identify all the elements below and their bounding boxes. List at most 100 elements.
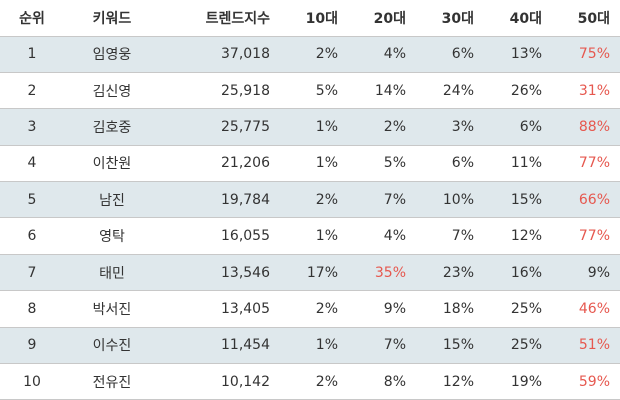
keyword-cell: 전유진: [92, 374, 132, 391]
table-row: 5 남진 19,784 2% 7% 10% 15% 66%: [0, 181, 620, 218]
age-30s-cell: 18%: [442, 300, 474, 317]
header-age-10s: 10대: [305, 10, 338, 27]
age-50s-cell: 59%: [578, 373, 610, 390]
trend-index-cell: 25,918: [221, 82, 270, 99]
trend-index-cell: 16,055: [221, 228, 270, 245]
age-30s-cell: 7%: [451, 228, 474, 245]
age-40s-cell: 26%: [510, 82, 542, 99]
rank-cell: 2: [27, 82, 37, 99]
age-50s-cell: 46%: [578, 300, 610, 317]
rank-cell: 10: [23, 373, 41, 390]
age-30s-cell: 6%: [451, 46, 474, 63]
keyword-cell: 이수진: [92, 338, 132, 355]
age-40s-cell: 6%: [519, 118, 542, 135]
age-50s-cell: 9%: [587, 264, 610, 281]
age-10s-cell: 1%: [315, 228, 338, 245]
age-20s-cell: 8%: [383, 373, 406, 390]
age-40s-cell: 11%: [510, 155, 542, 172]
age-40s-cell: 16%: [510, 264, 542, 281]
age-50s-cell: 75%: [578, 46, 610, 63]
table-row: 3 김호중 25,775 1% 2% 3% 6% 88%: [0, 108, 620, 146]
age-10s-cell: 2%: [315, 46, 338, 63]
age-30s-cell: 6%: [451, 155, 474, 172]
age-30s-cell: 24%: [442, 82, 474, 99]
age-10s-cell: 5%: [315, 82, 338, 99]
table-row: 9 이수진 11,454 1% 7% 15% 25% 51%: [0, 327, 620, 364]
age-50s-cell: 51%: [578, 337, 610, 354]
table-row: 2 김신영 25,918 5% 14% 24% 26% 31%: [0, 72, 620, 109]
age-40s-cell: 25%: [510, 300, 542, 317]
table-body: 1 임영웅 37,018 2% 4% 6% 13% 75% 2 김신영 25,9…: [0, 36, 620, 400]
age-20s-cell: 9%: [383, 300, 406, 317]
rank-cell: 4: [27, 155, 37, 172]
age-10s-cell: 2%: [315, 300, 338, 317]
keyword-cell: 남진: [99, 192, 125, 209]
age-40s-cell: 13%: [510, 46, 542, 63]
age-50s-cell: 66%: [578, 191, 610, 208]
header-age-50s: 50대: [577, 10, 610, 27]
header-keyword: 키워드: [92, 10, 132, 27]
table-row: 4 이찬원 21,206 1% 5% 6% 11% 77%: [0, 145, 620, 182]
age-10s-cell: 2%: [315, 191, 338, 208]
keyword-cell: 김호중: [92, 119, 132, 136]
rank-cell: 7: [27, 264, 37, 281]
trend-index-cell: 21,206: [221, 155, 270, 172]
header-age-20s: 20대: [373, 10, 406, 27]
header-row: 순위 키워드 트렌드지수 10대 20대 30대 40대 50대: [0, 0, 620, 36]
trend-index-cell: 37,018: [221, 46, 270, 63]
table-row: 10 전유진 10,142 2% 8% 12% 19% 59%: [0, 363, 620, 400]
age-20s-cell: 4%: [383, 46, 406, 63]
age-40s-cell: 19%: [510, 373, 542, 390]
age-50s-cell: 31%: [578, 82, 610, 99]
keyword-cell: 박서진: [92, 301, 132, 318]
trend-index-cell: 25,775: [221, 118, 270, 135]
age-20s-cell: 35%: [374, 264, 406, 281]
age-40s-cell: 25%: [510, 337, 542, 354]
rank-cell: 9: [27, 337, 37, 354]
trend-index-cell: 19,784: [221, 191, 270, 208]
age-10s-cell: 1%: [315, 155, 338, 172]
age-40s-cell: 15%: [510, 191, 542, 208]
rank-cell: 8: [27, 300, 37, 317]
table-row: 7 태민 13,546 17% 35% 23% 16% 9%: [0, 254, 620, 291]
rank-cell: 6: [27, 228, 37, 245]
age-30s-cell: 12%: [442, 373, 474, 390]
table-header: 순위 키워드 트렌드지수 10대 20대 30대 40대 50대: [0, 0, 620, 36]
age-50s-cell: 77%: [578, 228, 610, 245]
age-50s-cell: 77%: [578, 155, 610, 172]
age-40s-cell: 12%: [510, 228, 542, 245]
trend-index-cell: 10,142: [221, 373, 270, 390]
keyword-cell: 태민: [99, 265, 125, 282]
age-20s-cell: 2%: [383, 118, 406, 135]
age-30s-cell: 10%: [442, 191, 474, 208]
header-age-30s: 30대: [441, 10, 474, 27]
table-row: 8 박서진 13,405 2% 9% 18% 25% 46%: [0, 290, 620, 328]
header-age-40s: 40대: [509, 10, 542, 27]
age-20s-cell: 7%: [383, 337, 406, 354]
keyword-cell: 임영웅: [92, 47, 132, 64]
trend-index-cell: 11,454: [221, 337, 270, 354]
age-20s-cell: 4%: [383, 228, 406, 245]
rank-cell: 3: [27, 118, 37, 135]
header-trend-index: 트렌드지수: [205, 10, 270, 27]
header-rank: 순위: [19, 10, 45, 27]
keyword-cell: 이찬원: [92, 156, 132, 173]
trend-index-cell: 13,405: [221, 300, 270, 317]
age-10s-cell: 17%: [306, 264, 338, 281]
keyword-cell: 영탁: [99, 229, 125, 246]
rank-cell: 5: [27, 191, 37, 208]
age-20s-cell: 14%: [374, 82, 406, 99]
age-20s-cell: 7%: [383, 191, 406, 208]
age-30s-cell: 23%: [442, 264, 474, 281]
age-10s-cell: 2%: [315, 373, 338, 390]
age-10s-cell: 1%: [315, 337, 338, 354]
age-50s-cell: 88%: [578, 118, 610, 135]
age-30s-cell: 15%: [442, 337, 474, 354]
age-30s-cell: 3%: [451, 118, 474, 135]
trend-index-cell: 13,546: [221, 264, 270, 281]
table-row: 1 임영웅 37,018 2% 4% 6% 13% 75%: [0, 36, 620, 73]
age-10s-cell: 1%: [315, 118, 338, 135]
table-row: 6 영탁 16,055 1% 4% 7% 12% 77%: [0, 217, 620, 255]
keyword-cell: 김신영: [92, 83, 132, 100]
